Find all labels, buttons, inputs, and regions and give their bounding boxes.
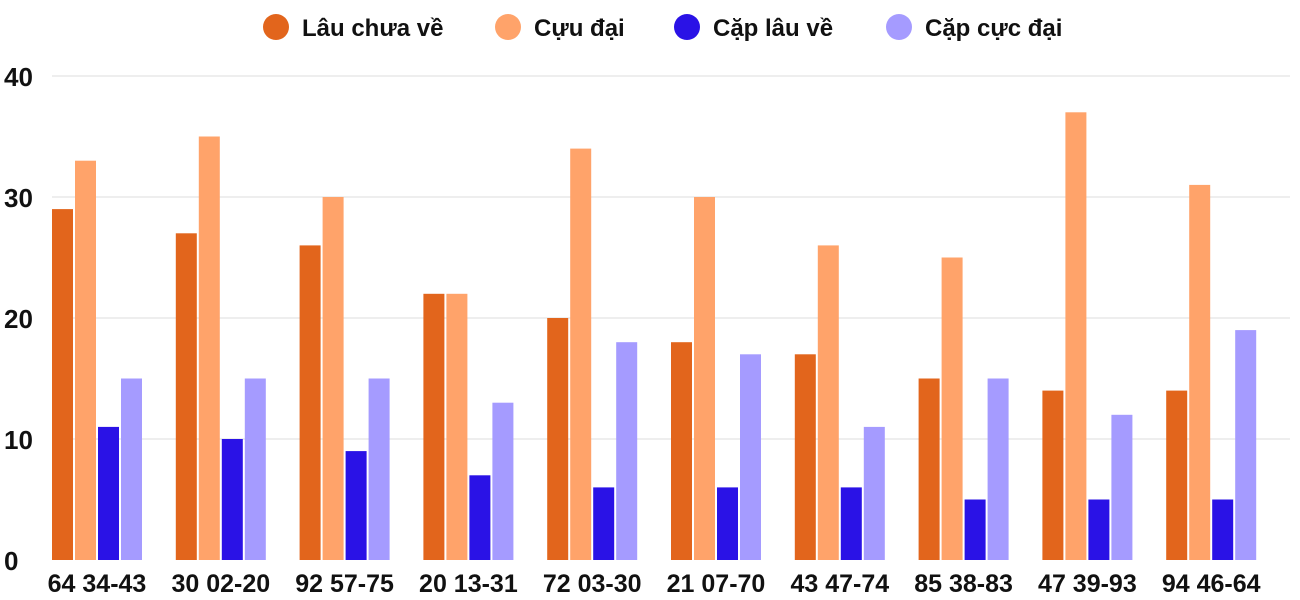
bar-4-4 — [492, 402, 514, 560]
y-tick-label-10: 10 — [4, 425, 33, 455]
bar-1-6 — [671, 342, 692, 560]
bar-3-4 — [469, 475, 491, 560]
bar-4-1 — [121, 378, 142, 560]
bars — [52, 112, 1257, 561]
bar-1-2 — [175, 233, 197, 561]
bar-2-6 — [694, 197, 715, 560]
bar-2-3 — [322, 197, 344, 560]
legend: Lâu chưa về Cựu đại Cặp lâu về Cặp cực đ… — [263, 14, 1062, 42]
bar-1-10 — [1166, 390, 1188, 560]
bar-4-10 — [1235, 330, 1257, 560]
bar-2-5 — [570, 148, 592, 560]
bar-3-8 — [964, 499, 986, 560]
bar-4-8 — [987, 378, 1009, 560]
bar-3-5 — [593, 487, 615, 560]
bar-1-3 — [299, 245, 321, 560]
bar-3-2 — [221, 439, 243, 560]
x-tick-label-9: 47 39-93 — [1038, 570, 1137, 598]
legend-label-cuu-dai: Cựu đại — [534, 15, 625, 42]
legend-item-cap-cuc-dai: Cặp cực đại — [886, 14, 1062, 42]
bar-3-3 — [345, 451, 367, 560]
bar-4-3 — [368, 378, 390, 560]
x-tick-label-1: 64 34-43 — [48, 570, 147, 598]
bar-2-2 — [198, 136, 220, 560]
legend-marker-cuu-dai — [495, 14, 521, 40]
bar-2-9 — [1065, 112, 1087, 561]
bar-1-7 — [794, 354, 816, 560]
bar-4-9 — [1111, 414, 1133, 560]
x-tick-label-8: 85 38-83 — [914, 570, 1013, 598]
bar-4-5 — [616, 342, 638, 560]
bar-1-1 — [52, 209, 73, 560]
y-tick-label-40: 40 — [4, 62, 33, 92]
x-tick-label-4: 20 13-31 — [419, 570, 518, 598]
x-tick-label-5: 72 03-30 — [543, 570, 642, 598]
y-tick-label-20: 20 — [4, 304, 33, 334]
bar-1-8 — [918, 378, 940, 560]
bar-1-9 — [1042, 390, 1064, 560]
bar-4-7 — [863, 426, 885, 560]
legend-marker-lau-chua-ve — [263, 14, 289, 40]
legend-item-cuu-dai: Cựu đại — [495, 14, 625, 42]
bar-3-1 — [98, 426, 119, 560]
y-tick-label-30: 30 — [4, 183, 33, 213]
y-axis: 0 10 20 30 40 — [4, 62, 33, 576]
bar-3-9 — [1088, 499, 1110, 560]
bar-4-6 — [740, 354, 761, 560]
legend-label-cap-lau-ve: Cặp lâu về — [713, 15, 833, 42]
legend-item-cap-lau-ve: Cặp lâu về — [674, 14, 833, 42]
x-tick-label-2: 30 02-20 — [171, 570, 270, 598]
bar-2-8 — [941, 257, 963, 560]
y-tick-label-0: 0 — [4, 546, 18, 576]
x-axis: 64 34-43 30 02-20 92 57-75 20 13-31 72 03-30… — [48, 570, 1261, 598]
bar-2-1 — [75, 160, 96, 560]
bar-2-4 — [446, 293, 468, 560]
x-tick-label-10: 94 46-64 — [1162, 570, 1261, 598]
legend-item-lau-chua-ve: Lâu chưa về — [263, 14, 443, 42]
bar-1-5 — [547, 318, 569, 560]
x-tick-label-6: 21 07-70 — [667, 570, 766, 598]
legend-marker-cap-lau-ve — [674, 14, 700, 40]
legend-marker-cap-cuc-dai — [886, 14, 912, 40]
bar-3-6 — [717, 487, 738, 560]
bar-1-4 — [423, 293, 445, 560]
legend-label-lau-chua-ve: Lâu chưa về — [302, 15, 443, 42]
bar-3-10 — [1212, 499, 1234, 560]
x-tick-label-3: 92 57-75 — [295, 570, 394, 598]
bar-2-7 — [817, 245, 839, 560]
bar-4-2 — [244, 378, 266, 560]
bar-3-7 — [840, 487, 862, 560]
bar-2-10 — [1189, 184, 1211, 560]
legend-label-cap-cuc-dai: Cặp cực đại — [925, 15, 1062, 42]
x-tick-label-7: 43 47-74 — [790, 570, 889, 598]
